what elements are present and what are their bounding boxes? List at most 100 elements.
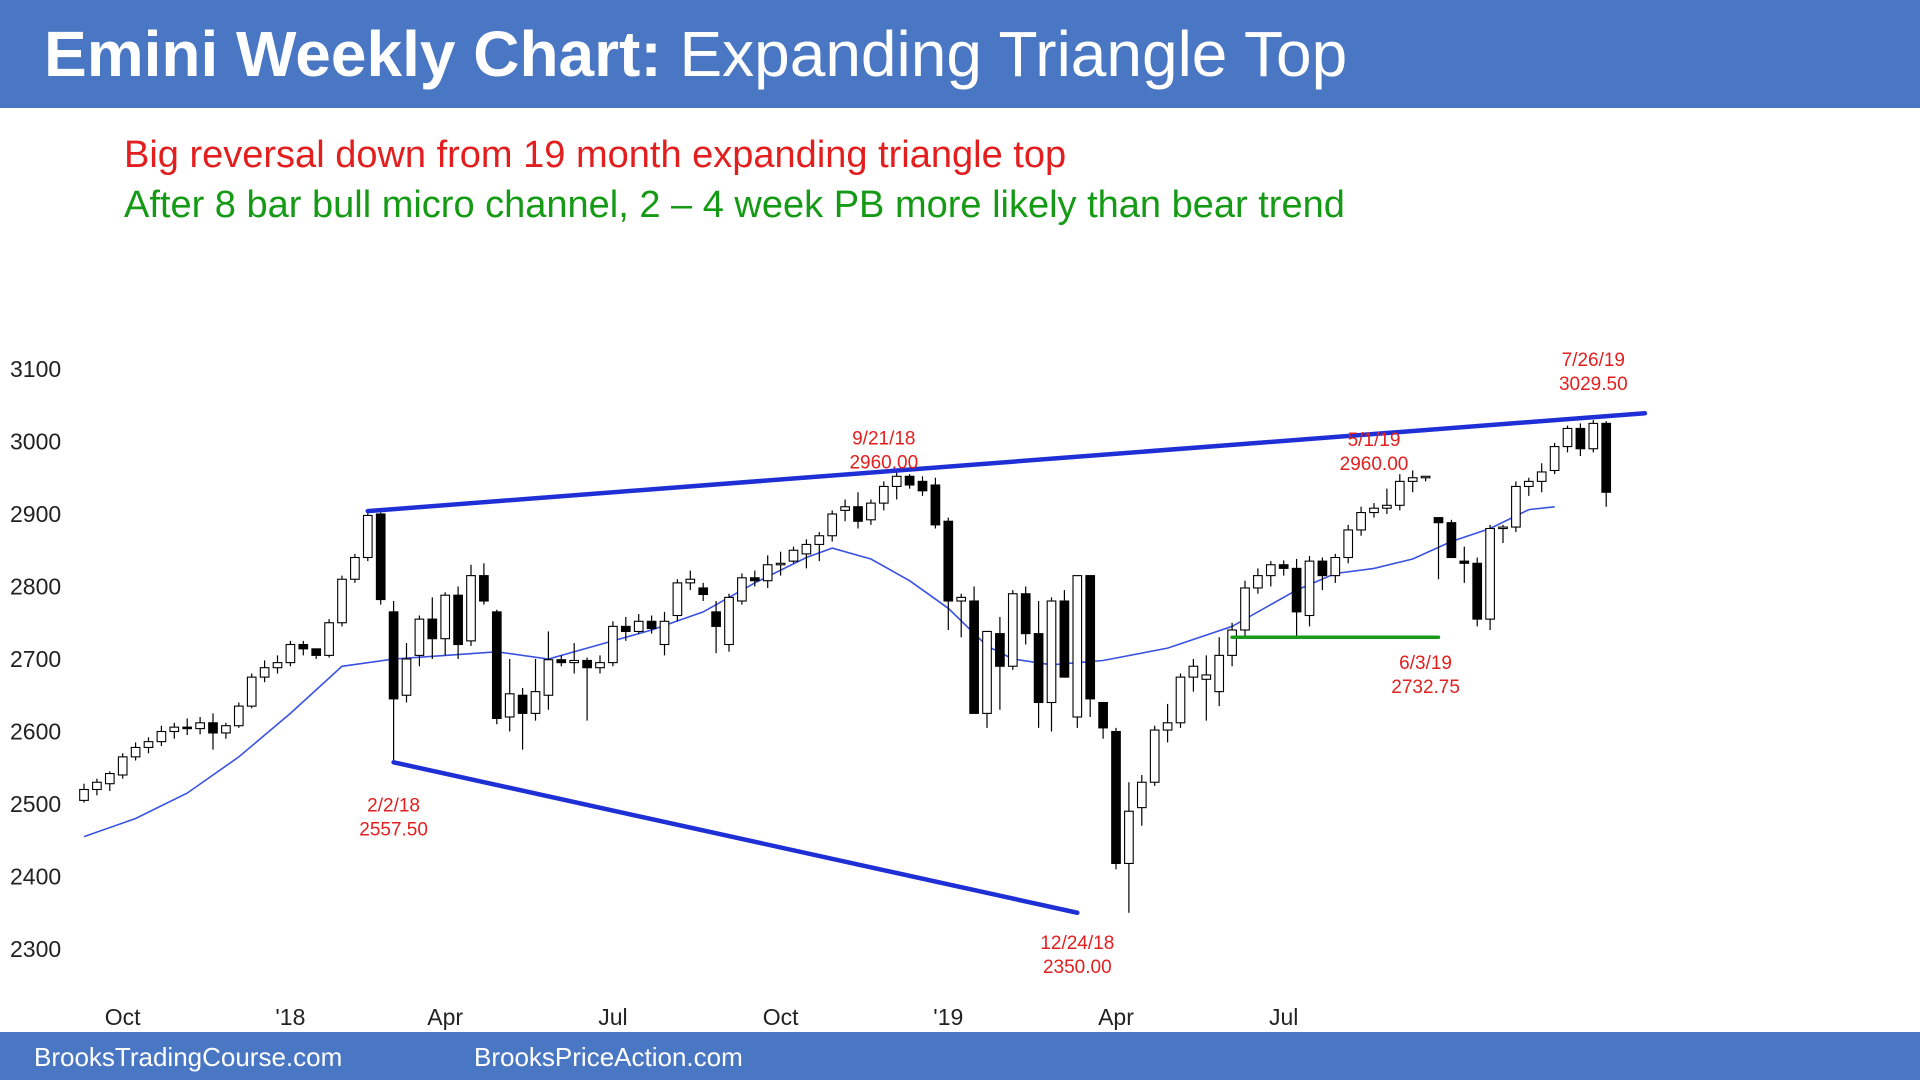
annotation-price: 3029.50 (1559, 374, 1628, 395)
bull-candle (1162, 722, 1173, 731)
annotation-date: 6/3/19 (1399, 653, 1452, 674)
bear-candle (1085, 575, 1096, 700)
bull-candle (233, 705, 244, 727)
bull-candle (1394, 480, 1405, 506)
annotation-date: 7/26/19 (1562, 350, 1625, 371)
bull-candle (466, 575, 476, 642)
bear-candle (311, 648, 322, 656)
bull-candle (1265, 564, 1276, 577)
bull-candle (1498, 526, 1508, 530)
bull-candle (1188, 665, 1199, 678)
title-rest: Expanding Triangle Top (661, 18, 1348, 90)
lower-trendline (391, 760, 1080, 915)
bull-candle (1304, 560, 1315, 617)
moving-average-line (83, 506, 1555, 838)
bull-candle (130, 746, 141, 758)
bull-candle (1124, 810, 1134, 865)
bull-candle (982, 630, 992, 714)
bull-candle (195, 722, 205, 730)
bull-candle (775, 562, 786, 566)
annotation-price: 2960.00 (1340, 454, 1409, 475)
bear-candle (388, 611, 399, 700)
bull-candle (1420, 475, 1431, 479)
bull-candle (1369, 507, 1379, 514)
bear-candle (1575, 427, 1586, 450)
bull-candle (156, 730, 167, 743)
y-tick-label: 2900 (10, 501, 61, 527)
bear-candle (1033, 633, 1044, 704)
bull-candle (324, 622, 334, 656)
bear-candle (646, 620, 657, 630)
x-tick-label: Jul (598, 1004, 627, 1030)
bear-candle (1446, 522, 1457, 559)
bear-candle (491, 611, 502, 719)
annotation-price: 2732.75 (1391, 677, 1460, 698)
bull-candle (685, 578, 696, 584)
y-tick-label: 2700 (10, 646, 61, 672)
x-tick-label: '18 (275, 1004, 305, 1030)
x-tick-label: '19 (933, 1004, 963, 1030)
bear-candle (182, 726, 193, 730)
page-title: Emini Weekly Chart: Expanding Triangle T… (44, 18, 1347, 90)
y-tick-label: 3000 (10, 429, 61, 455)
bull-candle (1485, 527, 1495, 620)
bull-candle (1214, 654, 1225, 693)
x-tick-label: Jul (1269, 1004, 1298, 1030)
bear-candle (995, 633, 1005, 667)
x-tick-label: Apr (427, 1004, 463, 1030)
bull-candle (1136, 781, 1147, 809)
bear-candle (1317, 560, 1328, 577)
upper-trendline (365, 410, 1648, 514)
bear-candle (1278, 564, 1289, 569)
bull-candle (1407, 477, 1418, 482)
x-tick-label: Oct (763, 1004, 799, 1030)
bear-candle (930, 484, 941, 526)
bear-candle (698, 587, 709, 596)
bull-candle (350, 556, 360, 580)
bear-candle (208, 722, 218, 734)
x-tick-label: Oct (105, 1004, 141, 1030)
bear-candle (1459, 560, 1470, 564)
bull-candle (866, 502, 876, 521)
bull-candle (801, 543, 812, 555)
bear-candle (969, 600, 979, 714)
bull-candle (285, 643, 296, 664)
bull-candle (1356, 511, 1366, 531)
bull-candle (221, 725, 231, 734)
annotation-date: 5/1/19 (1348, 430, 1401, 451)
bull-candle (1588, 422, 1599, 450)
bull-candle (92, 781, 102, 791)
bull-candle (143, 741, 154, 749)
bull-candle (1007, 593, 1018, 667)
annotation-price: 2557.50 (359, 819, 428, 840)
bull-candle (1343, 529, 1354, 559)
bull-candle (956, 596, 967, 602)
bull-candle (737, 577, 747, 602)
bull-candle (1175, 676, 1186, 724)
bull-candle (104, 772, 115, 785)
bear-candle (375, 513, 386, 601)
bear-candle (1098, 701, 1108, 729)
bear-candle (556, 659, 567, 664)
bull-candle (1511, 485, 1521, 528)
bear-candle (620, 625, 631, 632)
bull-candle (169, 726, 180, 733)
footer-link-price-action[interactable]: BrooksPriceAction.com (474, 1042, 743, 1072)
bull-candle (724, 596, 734, 646)
subtitle-reversal: Big reversal down from 19 month expandin… (124, 134, 1067, 176)
bull-candle (659, 620, 670, 646)
bull-candle (672, 582, 683, 617)
title-bar: Emini Weekly Chart: Expanding Triangle T… (0, 0, 1920, 108)
bull-candle (272, 662, 283, 669)
bull-candle (440, 594, 451, 640)
bull-candle (1201, 674, 1212, 680)
annotation-price: 2350.00 (1043, 957, 1112, 978)
bull-candle (569, 659, 580, 664)
x-tick-label: Apr (1098, 1004, 1134, 1030)
bull-candle (608, 625, 618, 664)
bull-candle (1562, 427, 1573, 448)
footer-link-trading-course[interactable]: BrooksTradingCourse.com (34, 1042, 343, 1072)
bear-candle (453, 594, 463, 646)
bull-candle (1149, 729, 1160, 783)
